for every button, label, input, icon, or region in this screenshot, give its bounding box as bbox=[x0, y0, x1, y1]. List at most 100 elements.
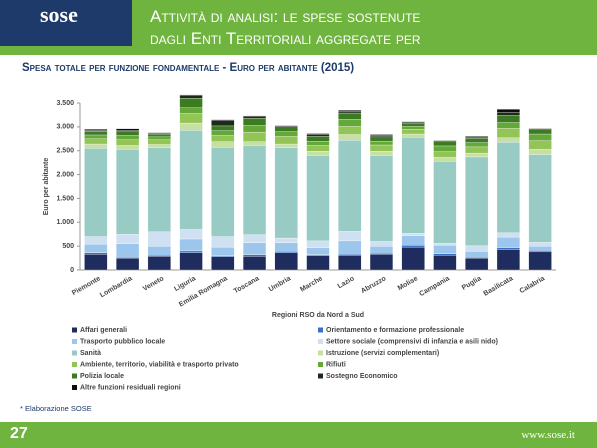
bar-segment bbox=[242, 256, 267, 271]
page-number: 27 bbox=[10, 425, 28, 442]
bar-segment bbox=[84, 131, 108, 136]
x-tick-label: Lombardia bbox=[99, 275, 134, 299]
bar-segment bbox=[528, 149, 552, 155]
bar-segment bbox=[84, 143, 108, 149]
x-tick-label: Toscana bbox=[233, 275, 261, 295]
bar-segment bbox=[369, 151, 394, 156]
bar-segment bbox=[116, 128, 140, 131]
bar-segment bbox=[242, 125, 267, 133]
bar-segment bbox=[496, 137, 520, 143]
bar-segment bbox=[84, 254, 108, 271]
bar-segment bbox=[211, 130, 235, 136]
bar-segment bbox=[433, 161, 457, 244]
logo: sose bbox=[0, 0, 132, 46]
legend-swatch bbox=[318, 373, 323, 379]
bar-segment bbox=[147, 133, 171, 138]
footer: 27 www.sose.it bbox=[0, 422, 597, 448]
bar-segment bbox=[401, 246, 425, 271]
bar-segment bbox=[369, 135, 394, 138]
bar-segment bbox=[528, 140, 552, 150]
x-tick-label: Calabria bbox=[519, 275, 547, 295]
bar-segment bbox=[338, 255, 362, 271]
x-tick-label: Molise bbox=[397, 275, 419, 292]
bar-segment bbox=[84, 134, 108, 139]
legend-swatch bbox=[72, 339, 77, 344]
x-tick-label: Liguria bbox=[173, 275, 197, 293]
legend-label: Rifiuti bbox=[326, 361, 346, 368]
x-tick-label: Piemonte bbox=[71, 275, 102, 297]
bar-segment bbox=[338, 231, 362, 242]
bar-segment bbox=[369, 141, 394, 146]
bar-segment bbox=[401, 123, 425, 127]
bar-segment bbox=[179, 94, 203, 96]
legend-label: Sostegno Economico bbox=[326, 373, 398, 380]
bar-segment bbox=[242, 131, 267, 142]
bar-segment bbox=[211, 119, 235, 121]
legend-label: Ambiente, territorio, viabilità e traspo… bbox=[80, 361, 239, 368]
bar-segment bbox=[433, 253, 457, 256]
bar-segment bbox=[179, 107, 203, 114]
y-tick-label: 3.000 bbox=[56, 124, 74, 131]
bar-segment bbox=[401, 133, 425, 138]
bar-segment bbox=[274, 131, 298, 137]
bar-segment bbox=[338, 112, 362, 120]
bar-segment bbox=[433, 245, 457, 254]
x-tick-label: Umbria bbox=[268, 275, 292, 293]
bar-segment bbox=[242, 242, 267, 255]
bar-segment bbox=[242, 145, 267, 235]
bar-segment bbox=[496, 115, 520, 123]
bar-segment bbox=[179, 252, 203, 271]
bar-segment bbox=[147, 144, 171, 149]
bar-segment bbox=[179, 130, 203, 230]
bar-segment bbox=[465, 156, 489, 246]
bar-segment bbox=[84, 236, 108, 245]
bar-segment bbox=[147, 139, 171, 145]
bar-segment bbox=[274, 147, 298, 239]
bar-segment bbox=[274, 252, 298, 271]
y-tick-label: 3.500 bbox=[56, 100, 74, 107]
bar-segment bbox=[179, 238, 203, 252]
bar-segment bbox=[116, 257, 140, 271]
bar-segment bbox=[274, 251, 298, 253]
bar-segment bbox=[433, 243, 457, 246]
y-tick-label: 0 bbox=[70, 267, 74, 274]
y-tick-label: 2.500 bbox=[56, 148, 74, 155]
bar-segment bbox=[242, 254, 267, 257]
bar-segment bbox=[433, 141, 457, 147]
bar-segment bbox=[369, 155, 394, 242]
y-tick-label: 1.000 bbox=[56, 219, 74, 226]
bar-segment bbox=[496, 122, 520, 129]
bar-segment bbox=[211, 246, 235, 256]
bar-segment bbox=[84, 244, 108, 253]
x-tick-label: Marche bbox=[299, 275, 324, 293]
bar-segment bbox=[211, 141, 235, 148]
bar-segment bbox=[242, 234, 267, 243]
bar-segment bbox=[338, 110, 362, 114]
bar-segment bbox=[179, 229, 203, 240]
bar-segment bbox=[465, 257, 489, 271]
bar-segment bbox=[401, 233, 425, 236]
bar-segment bbox=[116, 131, 140, 136]
bar-segment bbox=[465, 138, 489, 143]
bar-segment bbox=[116, 135, 140, 140]
x-tick-label: Veneto bbox=[142, 275, 165, 293]
bar-segment bbox=[496, 128, 520, 138]
bar-segment bbox=[179, 250, 203, 253]
bar-segment bbox=[306, 247, 330, 255]
slide-title: Attività di analisi: le spese sostenute … bbox=[150, 7, 421, 70]
bar-segment bbox=[147, 245, 171, 256]
bar-segment bbox=[433, 255, 457, 271]
bar-segment bbox=[338, 119, 362, 127]
x-axis-title: Regioni RSO da Nord a Sud bbox=[272, 312, 364, 319]
bar-segment bbox=[369, 134, 394, 136]
bar-segment bbox=[179, 98, 203, 108]
bar-segment bbox=[179, 113, 203, 124]
bar-segment bbox=[84, 148, 108, 237]
header: sose Attività di analisi: le spese soste… bbox=[0, 0, 597, 70]
legend-swatch bbox=[318, 362, 323, 367]
bar-segment bbox=[496, 232, 520, 238]
bar-segment bbox=[306, 255, 330, 271]
bar-segment bbox=[306, 151, 330, 156]
bar-segment bbox=[528, 250, 552, 253]
bar-segment bbox=[147, 256, 171, 271]
